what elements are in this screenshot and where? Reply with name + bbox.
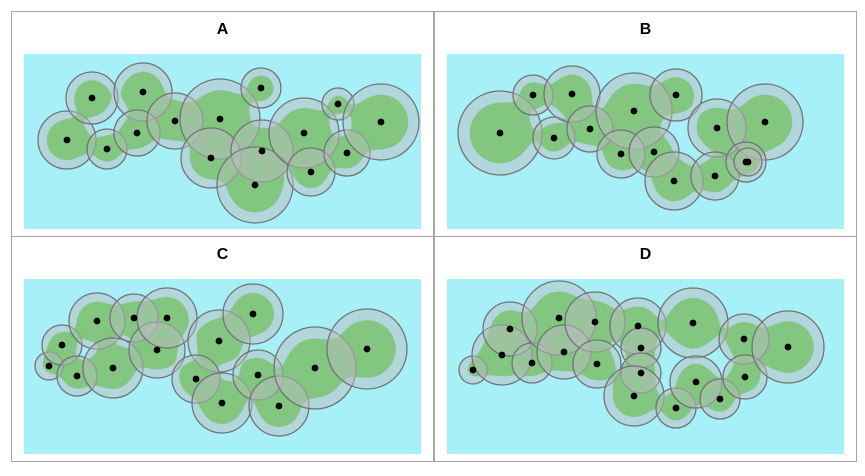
center-dot [740,335,748,343]
center-dot [672,91,680,99]
center-dot [670,177,678,185]
center-dot [634,322,642,330]
scene-svg [447,279,844,454]
center-dot [254,371,262,379]
scene-svg [24,279,421,454]
center-dot [130,314,138,322]
center-dot [363,345,371,353]
center-dot [672,404,680,412]
panel-title-b: B [639,21,652,38]
center-dot [650,148,658,156]
center-dot [300,129,308,137]
center-dot [711,172,719,180]
center-dot [153,346,161,354]
center-dot [630,392,638,400]
center-dot [139,88,147,96]
center-dot [692,378,700,386]
scene-a [24,54,421,229]
center-dot [251,181,259,189]
center-dot [93,317,101,325]
scene-b [447,54,844,229]
center-dot [103,145,111,153]
center-dot [275,402,283,410]
center-dot [568,90,576,98]
center-dot [716,395,724,403]
center-dot [63,136,71,144]
center-dot [741,373,749,381]
center-dot [744,158,752,166]
center-dot [307,168,315,176]
center-dot [689,319,697,327]
center-dot [45,362,53,370]
center-dot [133,129,141,137]
center-dot [496,129,504,137]
center-dot [249,310,257,318]
center-dot-layer [469,314,792,412]
center-dot [637,344,645,352]
center-dot [560,348,568,356]
center-dot [163,314,171,322]
center-dot [586,125,594,133]
center-dot [88,94,96,102]
scene-c [24,279,421,454]
center-dot [637,369,645,377]
center-dot [593,360,601,368]
center-dot [218,399,226,407]
panel-title-d: D [639,246,652,263]
center-dot [469,366,477,374]
center-dot-layer [496,90,769,185]
center-dot [171,117,179,125]
center-dot [334,100,342,108]
center-dot [257,84,265,92]
center-dot [58,341,66,349]
center-dot [784,343,792,351]
center-dot [215,337,223,345]
center-dot [343,149,351,157]
center-dot [258,147,266,155]
center-dot [529,91,537,99]
center-dot [555,314,563,322]
center-dot-layer [63,84,385,189]
scene-svg [24,54,421,229]
scene-svg [447,54,844,229]
center-dot [73,372,81,380]
center-dot [761,118,769,126]
center-dot [377,118,385,126]
center-dot [591,318,599,326]
center-dot [506,325,514,333]
panel-d: D [434,236,857,462]
center-dot [192,375,200,383]
center-dot [550,134,558,142]
center-dot [713,124,721,132]
panel-a: A [11,11,434,237]
center-dot [630,107,638,115]
center-dot [617,150,625,158]
panel-title-c: C [216,246,229,263]
center-dot [528,359,536,367]
center-dot-layer [45,310,371,410]
scene-d [447,279,844,454]
center-dot [311,364,319,372]
center-dot [109,364,117,372]
center-dot [498,351,506,359]
center-dot [216,115,224,123]
panel-title-a: A [216,21,229,38]
center-dot [207,154,215,162]
panel-c: C [11,236,434,462]
panel-b: B [434,11,857,237]
